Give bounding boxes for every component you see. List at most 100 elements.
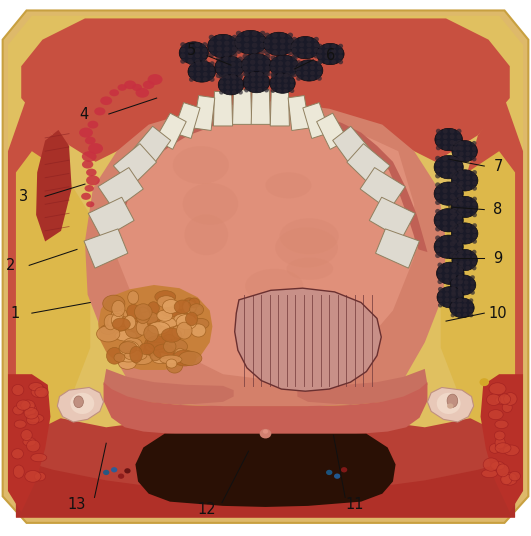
Ellipse shape xyxy=(450,167,455,173)
Ellipse shape xyxy=(179,42,208,64)
Ellipse shape xyxy=(285,55,290,61)
Ellipse shape xyxy=(316,43,344,65)
Ellipse shape xyxy=(466,141,470,146)
Ellipse shape xyxy=(223,68,228,72)
Ellipse shape xyxy=(160,355,182,364)
Ellipse shape xyxy=(458,274,463,279)
Ellipse shape xyxy=(174,300,191,314)
Ellipse shape xyxy=(459,186,464,191)
Ellipse shape xyxy=(443,134,448,139)
Ellipse shape xyxy=(187,59,193,64)
Ellipse shape xyxy=(176,315,197,330)
Ellipse shape xyxy=(232,90,236,94)
Ellipse shape xyxy=(472,207,477,212)
Ellipse shape xyxy=(457,167,463,173)
Ellipse shape xyxy=(438,268,442,273)
Ellipse shape xyxy=(12,449,23,459)
Ellipse shape xyxy=(314,37,319,42)
Ellipse shape xyxy=(466,213,470,217)
Text: 12: 12 xyxy=(198,502,217,517)
Text: 1: 1 xyxy=(10,306,20,321)
Ellipse shape xyxy=(277,73,281,78)
Ellipse shape xyxy=(434,235,463,258)
Ellipse shape xyxy=(472,260,476,265)
Ellipse shape xyxy=(270,66,276,71)
Ellipse shape xyxy=(88,143,103,154)
Ellipse shape xyxy=(151,353,170,363)
Ellipse shape xyxy=(442,253,448,258)
Ellipse shape xyxy=(288,39,293,43)
Ellipse shape xyxy=(459,170,464,175)
Ellipse shape xyxy=(118,358,136,369)
Ellipse shape xyxy=(135,307,150,324)
Ellipse shape xyxy=(244,49,250,54)
Ellipse shape xyxy=(12,384,24,396)
Ellipse shape xyxy=(113,318,130,331)
Ellipse shape xyxy=(258,59,263,65)
Ellipse shape xyxy=(196,77,201,82)
Ellipse shape xyxy=(443,145,448,150)
Ellipse shape xyxy=(450,241,455,247)
Ellipse shape xyxy=(438,263,442,267)
Ellipse shape xyxy=(108,315,121,331)
Text: 5: 5 xyxy=(186,43,196,58)
Ellipse shape xyxy=(442,194,448,199)
Ellipse shape xyxy=(472,170,477,175)
Ellipse shape xyxy=(226,75,230,79)
Ellipse shape xyxy=(435,128,463,151)
Ellipse shape xyxy=(258,83,262,87)
Ellipse shape xyxy=(162,300,180,314)
Text: 9: 9 xyxy=(493,251,503,266)
Polygon shape xyxy=(155,113,186,150)
Ellipse shape xyxy=(183,183,238,225)
Ellipse shape xyxy=(148,74,162,85)
Polygon shape xyxy=(8,374,50,512)
Ellipse shape xyxy=(272,33,278,38)
Ellipse shape xyxy=(452,181,457,185)
Ellipse shape xyxy=(290,36,320,59)
Ellipse shape xyxy=(203,66,208,71)
Ellipse shape xyxy=(451,299,455,303)
Ellipse shape xyxy=(318,49,322,54)
Ellipse shape xyxy=(341,467,347,472)
Ellipse shape xyxy=(29,383,43,391)
Ellipse shape xyxy=(442,188,448,193)
Ellipse shape xyxy=(243,71,270,93)
Ellipse shape xyxy=(124,80,136,89)
Ellipse shape xyxy=(459,234,464,239)
Ellipse shape xyxy=(299,37,304,42)
Ellipse shape xyxy=(202,59,208,64)
Ellipse shape xyxy=(125,322,144,338)
Ellipse shape xyxy=(238,75,243,79)
Ellipse shape xyxy=(70,393,95,414)
Polygon shape xyxy=(288,95,310,130)
Ellipse shape xyxy=(182,298,197,315)
Ellipse shape xyxy=(109,89,119,96)
Polygon shape xyxy=(85,101,446,406)
Ellipse shape xyxy=(472,213,477,217)
Ellipse shape xyxy=(452,213,457,217)
Ellipse shape xyxy=(143,80,155,89)
Ellipse shape xyxy=(190,304,203,315)
Ellipse shape xyxy=(457,162,463,167)
Polygon shape xyxy=(104,382,427,436)
Ellipse shape xyxy=(299,54,304,58)
Polygon shape xyxy=(104,113,220,252)
Ellipse shape xyxy=(285,72,290,77)
Ellipse shape xyxy=(338,59,343,64)
Ellipse shape xyxy=(435,247,440,252)
Ellipse shape xyxy=(119,341,139,356)
Ellipse shape xyxy=(459,255,464,260)
Ellipse shape xyxy=(88,121,98,129)
Ellipse shape xyxy=(238,56,243,61)
Ellipse shape xyxy=(457,299,461,303)
Ellipse shape xyxy=(438,297,443,302)
Ellipse shape xyxy=(499,394,511,405)
Ellipse shape xyxy=(495,443,511,453)
Polygon shape xyxy=(441,151,515,438)
Ellipse shape xyxy=(224,41,229,46)
Ellipse shape xyxy=(189,66,194,71)
Polygon shape xyxy=(427,388,474,422)
Ellipse shape xyxy=(139,343,155,355)
Ellipse shape xyxy=(451,303,456,308)
